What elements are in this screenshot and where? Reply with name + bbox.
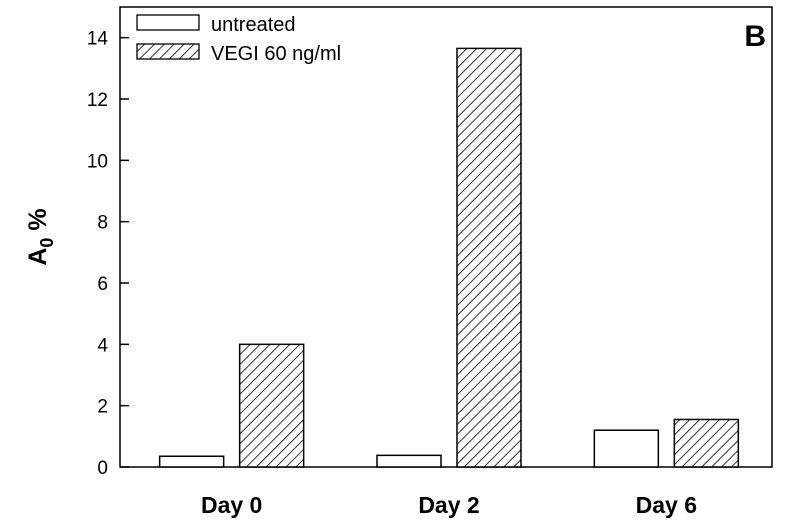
y-tick-label: 10 xyxy=(87,151,108,172)
y-tick-label: 6 xyxy=(97,274,108,295)
plot-frame xyxy=(119,6,773,468)
bar-vegi-day-6 xyxy=(673,418,740,468)
bar-untreated-day-6 xyxy=(593,429,660,468)
legend-swatch xyxy=(136,14,200,31)
y-tick-label: 4 xyxy=(97,335,108,356)
legend-label: VEGI 60 ng/ml xyxy=(211,43,341,65)
bar-vegi-day-0 xyxy=(238,343,305,468)
y-axis-label: A0 % xyxy=(24,208,57,265)
legend-swatch xyxy=(136,43,200,60)
y-tick-label: 2 xyxy=(97,397,108,418)
bar-untreated-day-0 xyxy=(158,455,225,468)
legend-label: untreated xyxy=(211,14,296,36)
y-tick-label: 8 xyxy=(97,213,108,234)
bar-untreated-day-2 xyxy=(376,454,442,468)
x-category-label: Day 6 xyxy=(636,492,697,518)
panel-label: B xyxy=(744,20,766,53)
x-category-label: Day 0 xyxy=(201,492,262,518)
y-tick-label: 12 xyxy=(87,90,108,111)
y-tick-label: 14 xyxy=(87,29,109,50)
bar-vegi-day-2 xyxy=(456,47,522,468)
x-category-label: Day 2 xyxy=(418,492,479,518)
y-tick-label: 0 xyxy=(97,458,108,479)
